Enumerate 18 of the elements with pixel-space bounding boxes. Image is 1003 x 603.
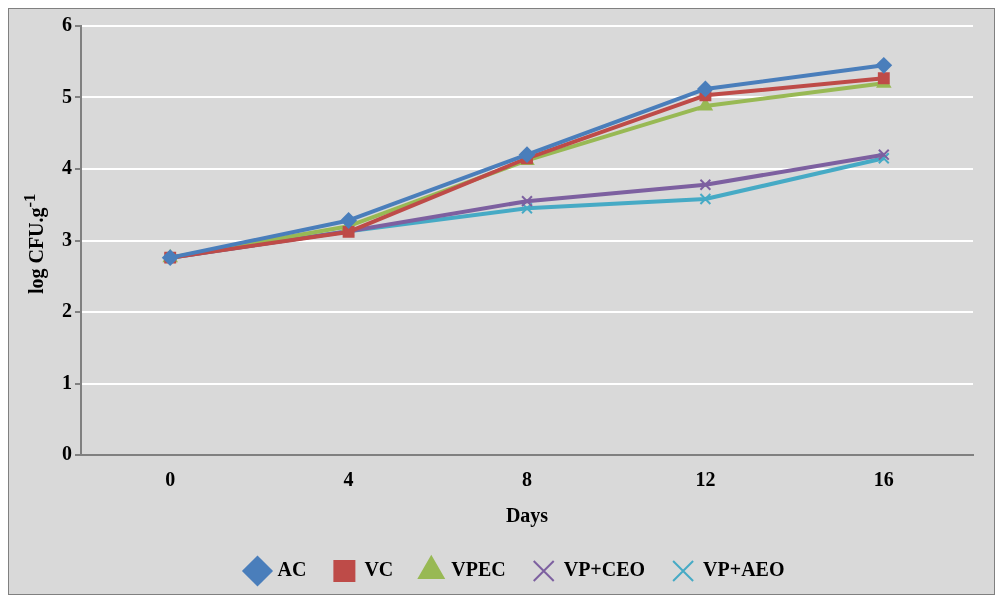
x-tick-label: 0 [165, 468, 176, 491]
y-tick-label: 2 [62, 299, 72, 322]
x-tick-label: 12 [695, 468, 716, 491]
x-axis-title: Days [505, 504, 549, 528]
y-tick-label: 5 [62, 84, 72, 107]
x-tick-label: 16 [873, 468, 894, 491]
legend-label: AC [277, 558, 307, 581]
y-tick-label: 1 [62, 370, 72, 393]
legend-label: VP+CEO [563, 558, 646, 581]
legend-label: VPEC [451, 558, 506, 581]
y-tick-label: 4 [62, 156, 72, 179]
x-tick-label: 8 [522, 468, 532, 491]
legend-label: VC [364, 558, 394, 581]
y-tick-label: 6 [62, 13, 72, 36]
x-tick-label: 4 [343, 468, 354, 491]
y-tick-label: 3 [62, 227, 72, 250]
legend-label: VP+AEO [703, 558, 785, 581]
y-tick-label: 0 [62, 442, 72, 465]
